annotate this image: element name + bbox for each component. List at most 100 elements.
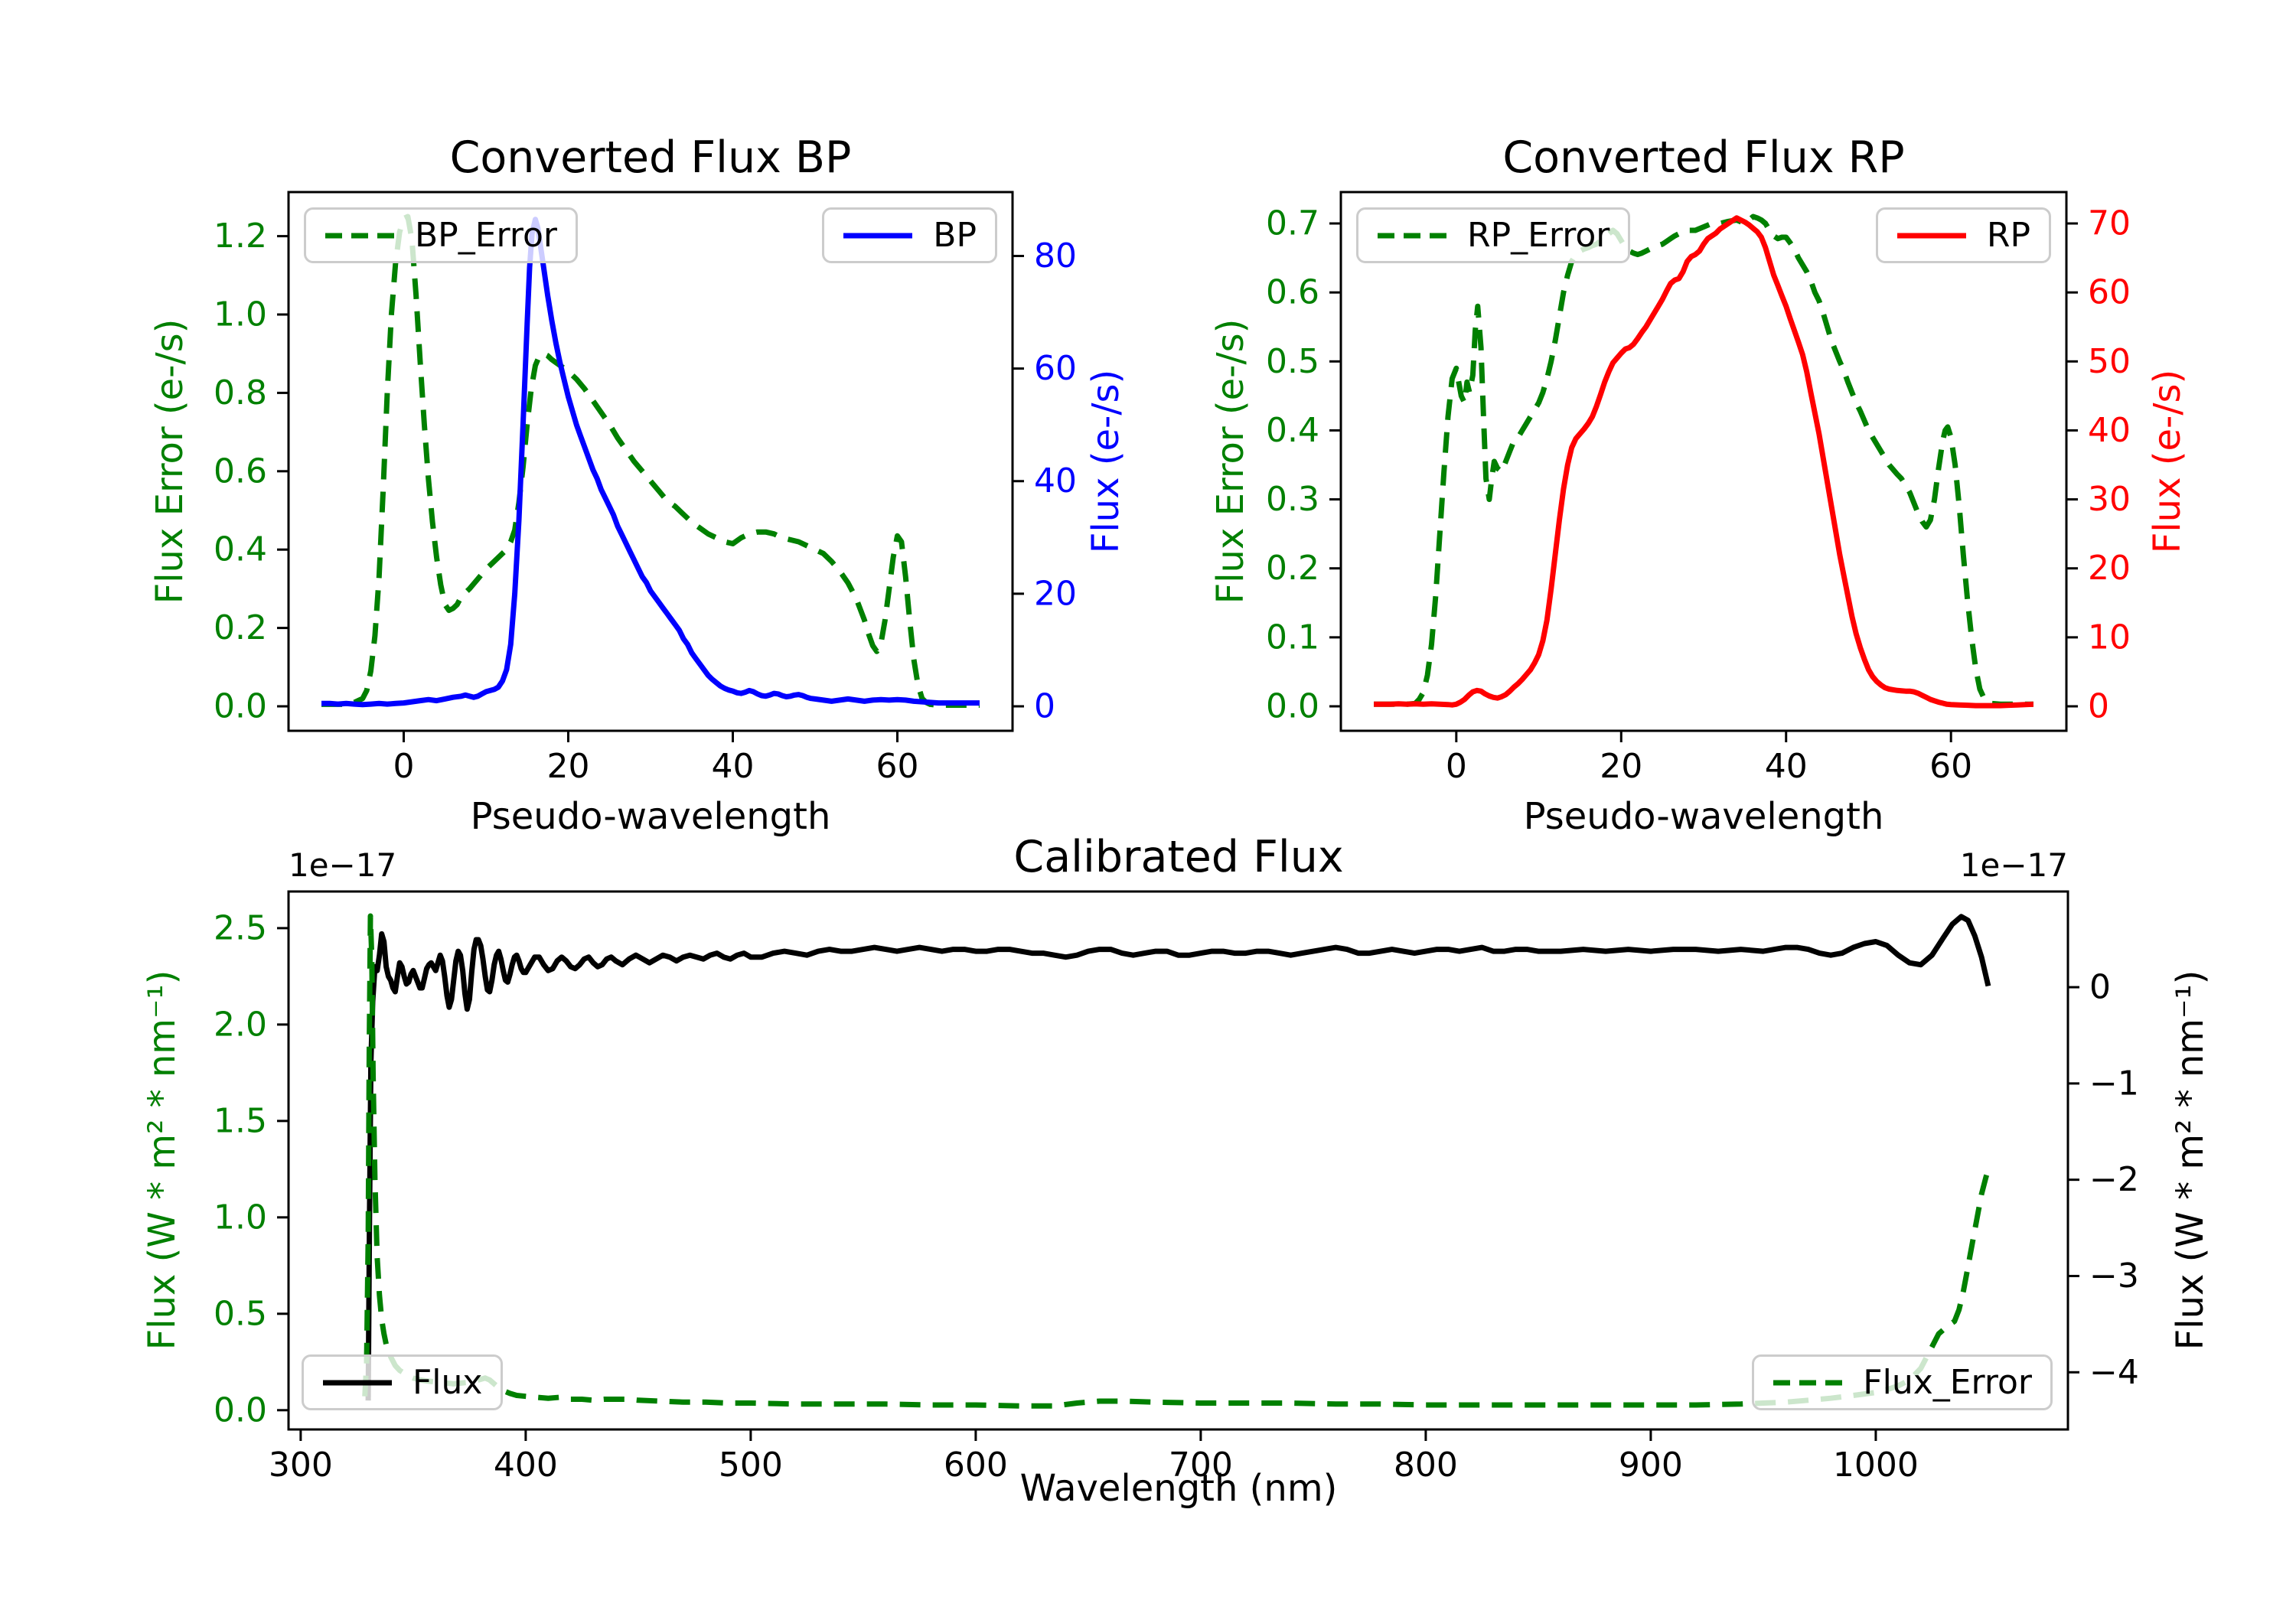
y-tick-label: 2.5 (214, 908, 267, 947)
x-tick-label: 20 (547, 747, 590, 786)
legend-label-rp: RP (1986, 216, 2030, 255)
x-tick-label: 300 (269, 1446, 333, 1485)
panel-title-bp: Converted Flux BP (449, 132, 852, 183)
y2-tick-label: −4 (2089, 1353, 2139, 1392)
y2-tick-label: 40 (2088, 411, 2131, 450)
legend-line-sample-flux-error (1773, 1380, 1843, 1385)
y-tick-label: 0.2 (1266, 549, 1319, 588)
y-tick-label: 0.6 (1266, 273, 1319, 312)
x-tick-label: 40 (712, 747, 755, 786)
legend-bp-error: BP_Error (304, 207, 578, 263)
legend-rp: RP (1875, 207, 2051, 263)
y2-tick-label: −1 (2089, 1064, 2139, 1103)
series-line-bp_error (321, 214, 980, 708)
legend-line-sample-rp (1896, 233, 1966, 238)
y-axis-offset-left: 1e−17 (289, 846, 397, 884)
legend-label-flux: Flux (413, 1363, 483, 1402)
x-tick-label: 60 (876, 747, 919, 786)
legend-label-bp-error: BP_Error (415, 216, 557, 255)
y-tick-label: 1.0 (214, 1198, 267, 1237)
y-tick-label: 0.0 (214, 687, 267, 726)
y-axis-label-rp-error: Flux Error (e-/s) (1209, 318, 1252, 605)
legend-rp-error: RP_Error (1356, 207, 1631, 263)
x-tick-label: 60 (1929, 747, 1972, 786)
y-axis-label-flux: Flux (W * m² * nm⁻¹) (141, 970, 184, 1351)
y-tick-label: 1.2 (214, 217, 267, 256)
y2-tick-label: 80 (1034, 236, 1077, 275)
y-axis-label-bp-error: Flux Error (e-/s) (148, 318, 191, 605)
y-tick-label: 0.3 (1266, 480, 1319, 519)
legend-label-flux-error: Flux_Error (1863, 1363, 2032, 1402)
x-tick-label: 40 (1765, 747, 1808, 786)
y-tick-label: 0.4 (214, 530, 267, 569)
y-tick-label: 0.1 (1266, 618, 1319, 657)
y-tick-label: 0.4 (1266, 411, 1319, 450)
y-axis-offset-right: 1e−17 (1959, 846, 2068, 884)
legend-line-sample-flux (323, 1380, 392, 1385)
y-tick-label: 0.6 (214, 451, 267, 491)
x-tick-label: 0 (1446, 747, 1467, 786)
x-tick-label: 500 (719, 1446, 783, 1485)
x-tick-label: 0 (393, 747, 415, 786)
series-line-flux (365, 914, 1991, 1401)
legend-flux-error: Flux_Error (1752, 1354, 2053, 1410)
series-line-rp (1374, 215, 2034, 709)
y2-axis-label-rp-flux: Flux (e-/s) (2146, 369, 2189, 554)
panel-title-calibrated: Calibrated Flux (1013, 832, 1344, 882)
x-tick-label: 1000 (1833, 1446, 1919, 1485)
axes-frame (287, 890, 2069, 1431)
series-line-bp (321, 217, 980, 708)
y-tick-label: 0.2 (214, 608, 267, 647)
y-tick-label: 0.8 (214, 373, 267, 412)
legend-line-sample-bp (843, 233, 913, 238)
y-tick-label: 0.7 (1266, 204, 1319, 243)
y2-tick-label: 0 (1034, 687, 1055, 726)
y2-tick-label: 0 (2089, 968, 2111, 1007)
y2-tick-label: 20 (2088, 549, 2131, 588)
legend-flux: Flux (302, 1354, 504, 1410)
x-tick-label: 400 (494, 1446, 558, 1485)
series-line-flux_error (362, 913, 1991, 1409)
y-tick-label: 0.0 (214, 1390, 267, 1429)
y2-tick-label: 60 (1034, 349, 1077, 388)
panel-title-rp: Converted Flux RP (1502, 132, 1905, 183)
y-tick-label: 0.5 (214, 1294, 267, 1333)
y2-tick-label: 10 (2088, 618, 2131, 657)
axes-panel-2: 300 400 500 600 700 800 900 1000 0.0 0.5 1.0 1.5 2.0… (214, 890, 2139, 1485)
x-axis-label-bp: Pseudo-wavelength (470, 795, 831, 838)
legend-bp: BP (822, 207, 997, 263)
x-tick-label: 600 (944, 1446, 1008, 1485)
y2-tick-label: 70 (2088, 204, 2131, 243)
legend-label-rp-error: RP_Error (1467, 216, 1610, 255)
axes-frame (1339, 191, 2068, 732)
y2-tick-label: 20 (1034, 574, 1077, 613)
x-tick-label: 20 (1600, 747, 1642, 786)
axes-frame (287, 191, 1014, 732)
axes-panel-0: 0 20 40 60 0.0 0.2 0.4 0.6 0.8 1.0 1.2 0 20 40 60 80 (214, 191, 1077, 786)
y-tick-label: 0.0 (1266, 687, 1319, 726)
y-tick-label: 1.0 (214, 295, 267, 334)
y2-axis-label-bp-flux: Flux (e-/s) (1084, 369, 1127, 554)
legend-line-sample-rp-error (1378, 233, 1446, 238)
axes-panel-1: 0 20 40 60 0.0 0.1 0.2 0.3 0.4 0.5 0.6 0.7 0 10 20 30 40… (1266, 191, 2131, 786)
y2-tick-label: 50 (2088, 342, 2131, 381)
y-tick-label: 1.5 (214, 1101, 267, 1140)
y2-axis-label-flux: Flux (W * m² * nm⁻¹) (2169, 970, 2212, 1351)
y2-tick-label: 40 (1034, 461, 1077, 500)
legend-line-sample-bp-error (325, 233, 394, 238)
y2-tick-label: 0 (2088, 687, 2109, 726)
y-tick-label: 0.5 (1266, 342, 1319, 381)
y2-tick-label: −3 (2089, 1257, 2139, 1296)
x-tick-label: 700 (1169, 1446, 1233, 1485)
x-axis-label-rp: Pseudo-wavelength (1523, 795, 1884, 838)
y-tick-label: 2.0 (214, 1005, 267, 1044)
legend-label-bp: BP (933, 216, 977, 255)
x-tick-label: 800 (1394, 1446, 1458, 1485)
series-line-rp_error (1374, 214, 2033, 707)
y2-tick-label: 30 (2088, 480, 2131, 519)
x-axis-label-wavelength: Wavelength (nm) (1019, 1467, 1338, 1510)
y2-tick-label: −2 (2089, 1160, 2139, 1199)
y2-tick-label: 60 (2088, 273, 2131, 312)
